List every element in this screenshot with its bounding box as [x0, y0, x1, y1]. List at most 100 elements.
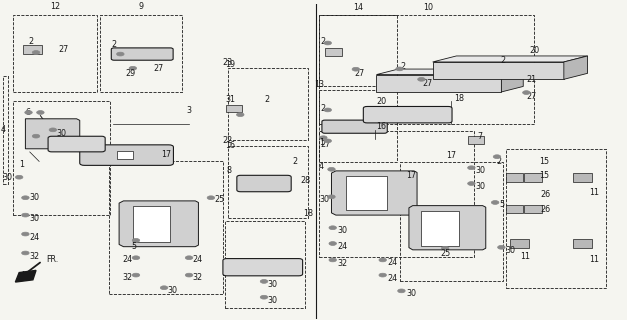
Text: 31: 31 — [225, 95, 235, 104]
Text: 27: 27 — [58, 45, 68, 54]
Bar — [13, 15, 97, 92]
Circle shape — [328, 167, 335, 171]
Circle shape — [324, 108, 332, 112]
Polygon shape — [502, 69, 524, 92]
Text: 18: 18 — [303, 209, 313, 218]
Circle shape — [32, 51, 40, 54]
Circle shape — [132, 256, 140, 260]
Text: 27: 27 — [355, 68, 365, 77]
Polygon shape — [506, 205, 524, 213]
Text: 17: 17 — [161, 150, 171, 159]
Circle shape — [117, 52, 124, 56]
Circle shape — [236, 113, 244, 116]
Polygon shape — [325, 48, 342, 56]
Text: 30: 30 — [56, 129, 66, 138]
Text: 24: 24 — [192, 255, 203, 264]
Polygon shape — [332, 171, 417, 215]
Polygon shape — [572, 173, 592, 182]
Circle shape — [324, 139, 332, 143]
Text: 6: 6 — [26, 108, 30, 117]
Text: 30: 30 — [167, 286, 177, 295]
Circle shape — [468, 182, 475, 185]
Text: 17: 17 — [406, 171, 416, 180]
Polygon shape — [433, 62, 564, 79]
FancyBboxPatch shape — [237, 175, 291, 192]
Text: 2: 2 — [400, 62, 405, 71]
Text: 30: 30 — [3, 173, 13, 182]
Text: 4: 4 — [1, 125, 6, 134]
Circle shape — [468, 166, 475, 170]
FancyBboxPatch shape — [48, 136, 105, 152]
Bar — [319, 15, 397, 86]
Text: 19: 19 — [225, 60, 235, 69]
Circle shape — [324, 41, 332, 45]
Text: 30: 30 — [505, 246, 515, 255]
Circle shape — [398, 289, 405, 293]
Bar — [100, 15, 182, 92]
Circle shape — [161, 286, 168, 290]
Text: 24: 24 — [29, 233, 40, 242]
Text: 16: 16 — [225, 141, 235, 150]
Text: 14: 14 — [353, 4, 362, 12]
Text: 30: 30 — [319, 195, 329, 204]
Circle shape — [32, 134, 40, 138]
Text: 20: 20 — [529, 46, 540, 55]
Circle shape — [207, 196, 214, 200]
Bar — [228, 146, 308, 218]
Text: 2: 2 — [320, 104, 325, 113]
Text: 22: 22 — [223, 136, 233, 145]
Text: 4: 4 — [319, 162, 324, 171]
Bar — [133, 206, 171, 242]
Circle shape — [129, 66, 137, 70]
Text: 1: 1 — [319, 138, 324, 147]
FancyBboxPatch shape — [322, 120, 387, 133]
Circle shape — [329, 258, 337, 262]
Text: 30: 30 — [406, 289, 416, 298]
Circle shape — [328, 195, 335, 199]
Text: 2: 2 — [500, 56, 505, 65]
Circle shape — [320, 136, 327, 140]
Text: 18: 18 — [454, 94, 464, 103]
Bar — [228, 68, 308, 140]
Circle shape — [418, 77, 425, 81]
Polygon shape — [26, 119, 80, 149]
Text: 24: 24 — [387, 258, 398, 267]
Circle shape — [352, 67, 360, 71]
Circle shape — [260, 295, 268, 299]
Polygon shape — [468, 136, 484, 144]
Text: 32: 32 — [192, 273, 203, 282]
Text: 8: 8 — [226, 166, 231, 175]
Text: 32: 32 — [29, 252, 40, 261]
Text: 32: 32 — [338, 259, 348, 268]
Circle shape — [36, 111, 44, 114]
Circle shape — [132, 238, 140, 242]
Polygon shape — [376, 75, 502, 92]
Text: 30: 30 — [475, 166, 485, 175]
Circle shape — [329, 226, 337, 230]
Text: 27: 27 — [154, 64, 164, 73]
Text: 13: 13 — [314, 80, 324, 89]
Text: FR.: FR. — [46, 255, 59, 264]
Circle shape — [379, 273, 386, 277]
Polygon shape — [376, 69, 524, 75]
FancyBboxPatch shape — [363, 107, 452, 123]
Text: 3: 3 — [186, 106, 191, 116]
Text: 20: 20 — [376, 97, 387, 106]
Text: 21: 21 — [526, 75, 537, 84]
Text: 17: 17 — [446, 151, 456, 160]
Circle shape — [22, 251, 29, 255]
Text: 12: 12 — [50, 3, 60, 12]
Text: 30: 30 — [267, 280, 277, 289]
Text: 24: 24 — [122, 255, 132, 264]
Text: 27: 27 — [320, 140, 330, 148]
Text: 32: 32 — [122, 273, 132, 282]
Circle shape — [22, 213, 29, 217]
FancyBboxPatch shape — [223, 259, 303, 276]
Text: 2: 2 — [111, 40, 116, 49]
FancyBboxPatch shape — [80, 145, 174, 165]
Bar — [421, 211, 459, 246]
Text: 11: 11 — [520, 252, 530, 261]
Circle shape — [25, 111, 32, 114]
Bar — [13, 101, 110, 215]
Text: 30: 30 — [475, 182, 485, 191]
